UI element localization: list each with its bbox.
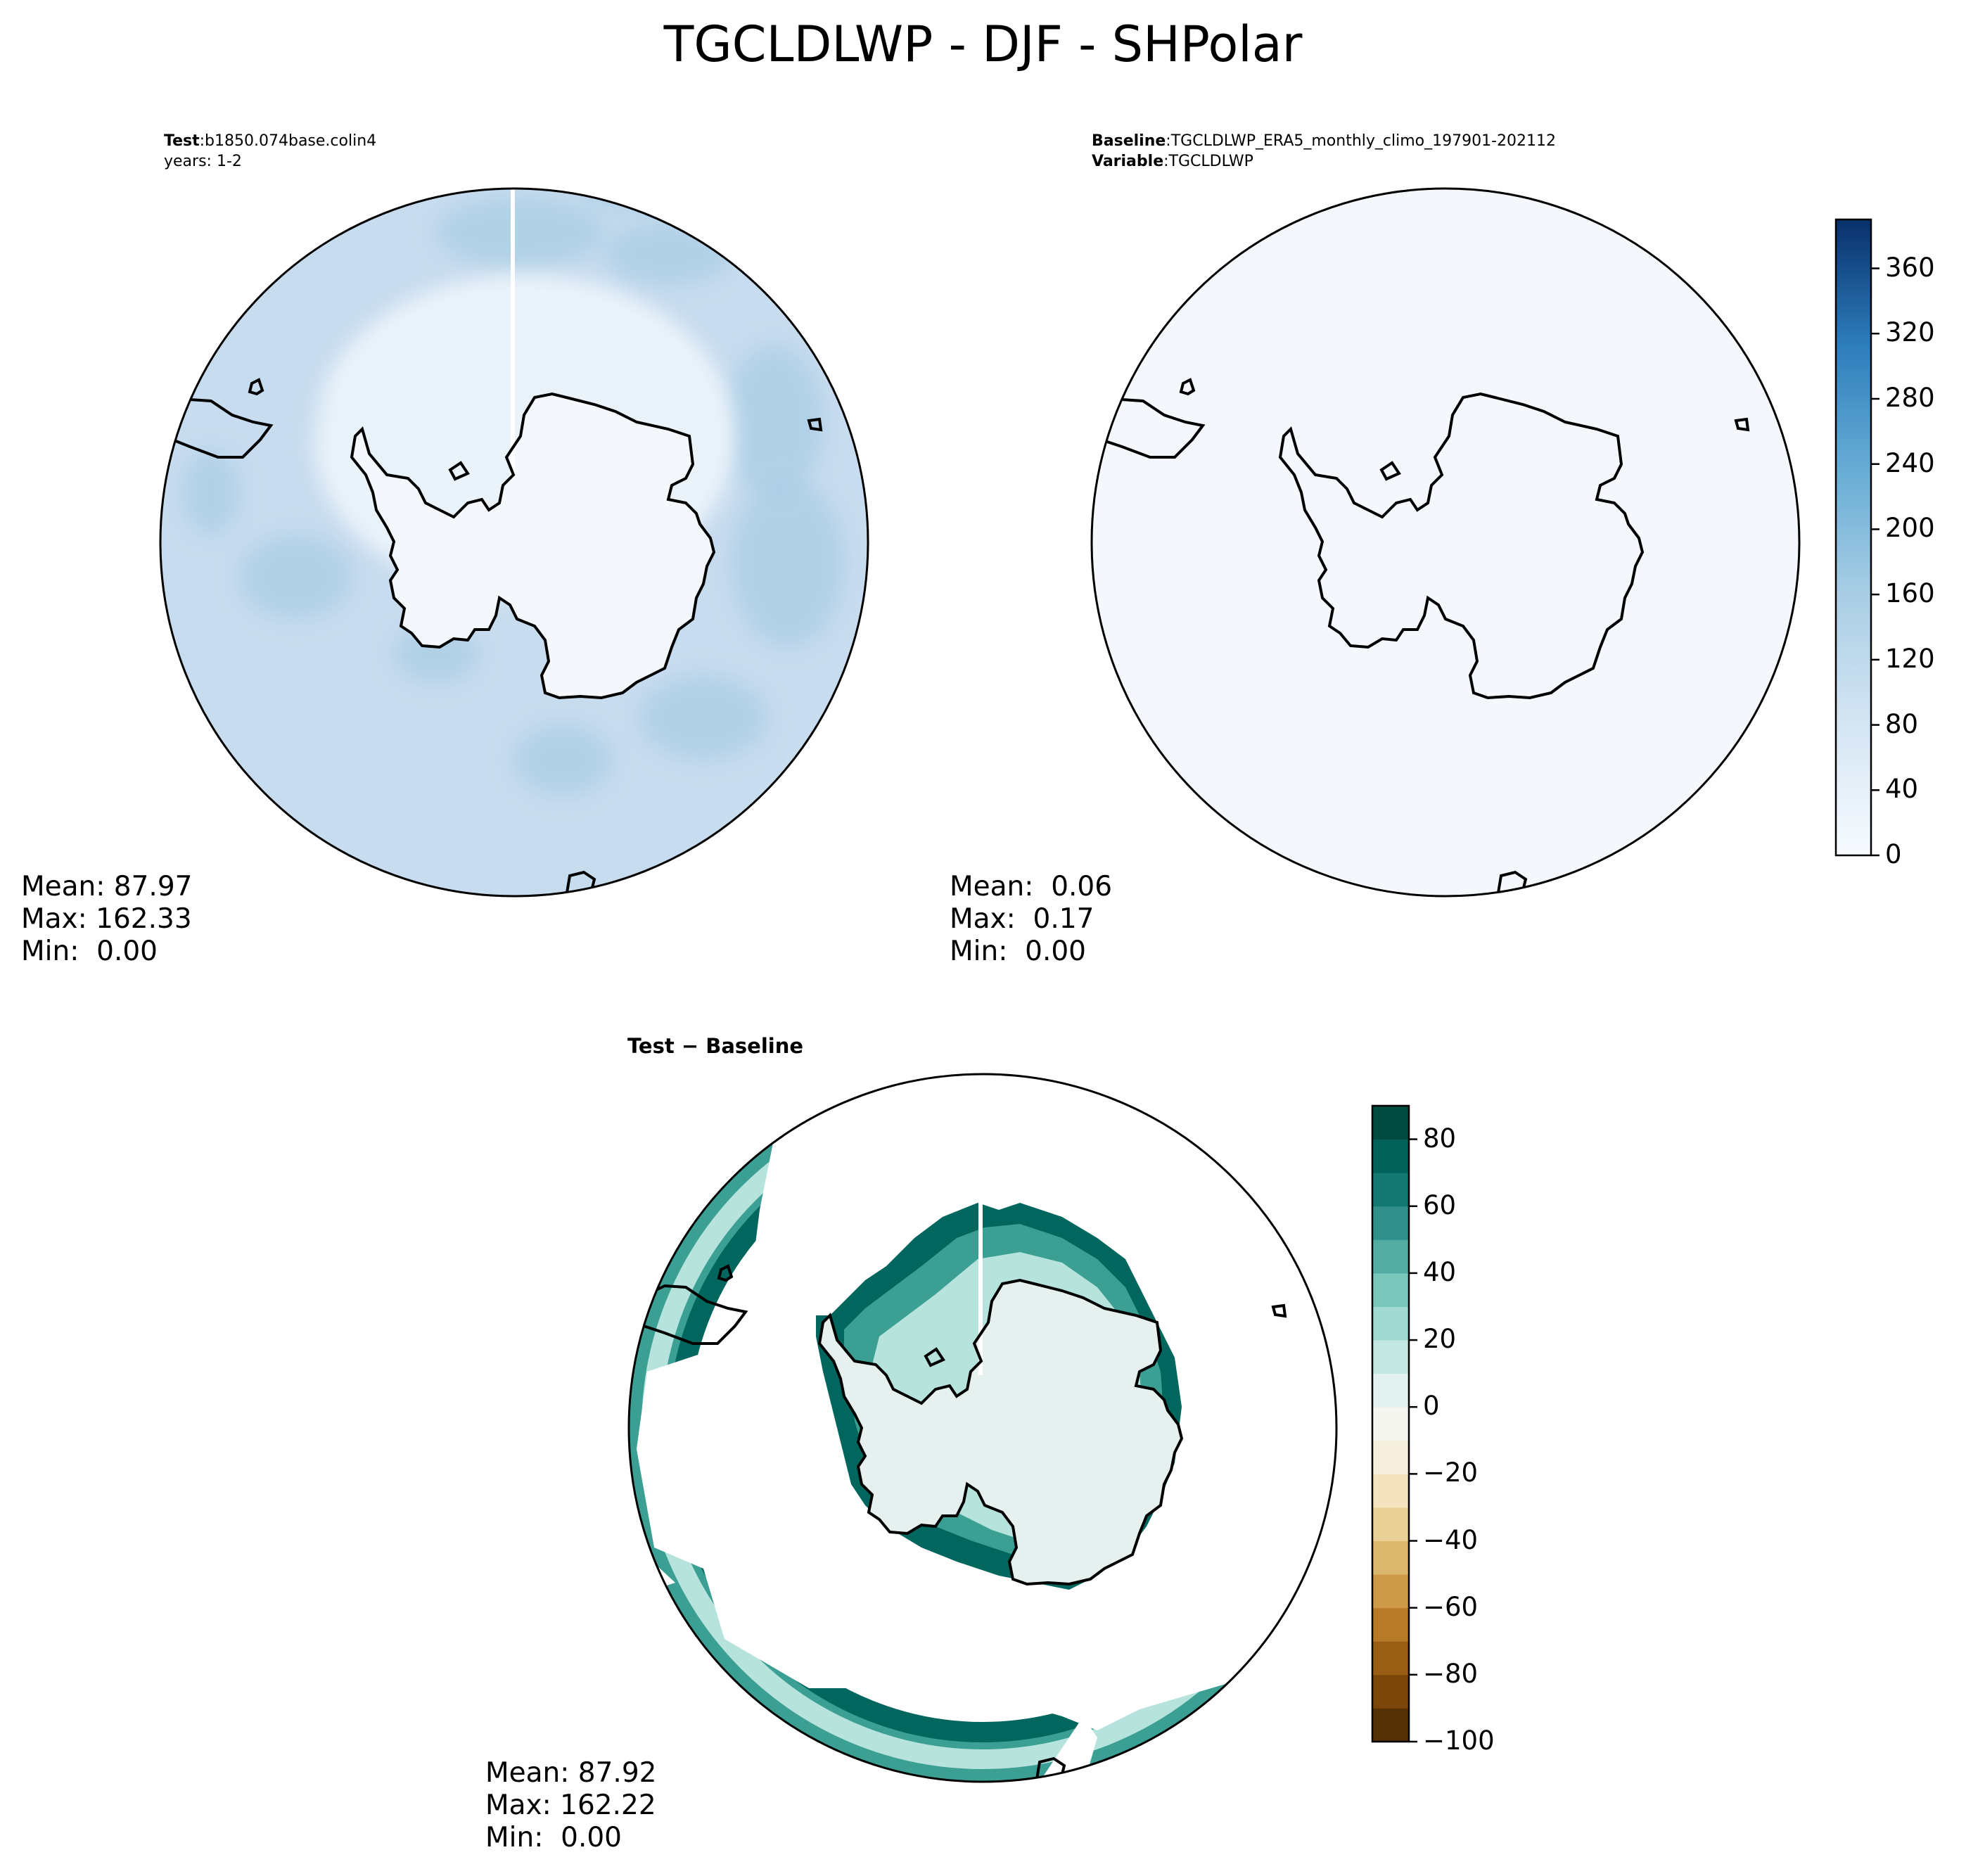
brbg-colorbar-frame: [1371, 1104, 1410, 1743]
test-field-patch: [732, 478, 844, 647]
test-years: years: 1-2: [164, 153, 242, 170]
baseline-map: [1090, 187, 1801, 898]
test-map: [159, 187, 869, 898]
brbg-colorbar-level: [1372, 1574, 1409, 1609]
baseline-variable-value: TGCLDLWP: [1168, 153, 1253, 170]
test-field-patch: [605, 222, 732, 285]
figure-title: TGCLDLWP - DJF - SHPolar: [663, 15, 1303, 73]
baseline-stat-mean: Mean: 0.06: [950, 871, 1113, 902]
blues-colorbar: [1834, 218, 1879, 857]
brbg-colorbar-level: [1372, 1540, 1409, 1575]
brbg-colorbar-tick-label: 0: [1423, 1391, 1440, 1422]
blues-colorbar-ticks: [1871, 267, 1879, 857]
brbg-colorbar-ticks: [1409, 1138, 1417, 1743]
brbg-colorbar: [1371, 1104, 1417, 1743]
brbg-colorbar-tick-label: 20: [1423, 1324, 1457, 1355]
difference-stat-min: Min: 0.00: [485, 1822, 622, 1853]
brbg-colorbar-level: [1372, 1641, 1409, 1676]
test-stat-min: Min: 0.00: [21, 936, 158, 967]
brbg-colorbar-tick-label: 60: [1423, 1189, 1457, 1220]
difference-missing-strip: [978, 1074, 983, 1375]
brbg-colorbar-level: [1372, 1306, 1409, 1341]
brbg-colorbar-levels: [1372, 1106, 1409, 1742]
blues-colorbar-tick-label: 40: [1885, 774, 1919, 805]
brbg-colorbar-level: [1372, 1239, 1409, 1274]
brbg-colorbar-level: [1372, 1674, 1409, 1709]
test-field-patch: [183, 450, 239, 535]
brbg-colorbar-tick-label: −100: [1423, 1725, 1495, 1756]
blues-colorbar-tick-label: 240: [1885, 447, 1935, 478]
test-field-patch: [239, 535, 352, 619]
test-field-patch: [640, 675, 767, 760]
baseline-stat-max: Max: 0.17: [950, 903, 1094, 935]
brbg-colorbar-tick-label: 40: [1423, 1256, 1457, 1287]
test-field-patch: [513, 725, 612, 795]
test-stat-max: Max: 162.33: [21, 903, 192, 935]
baseline-panel-subtitle: Baseline:TGCLDLWP_ERA5_monthly_climo_197…: [1092, 131, 1556, 172]
difference-panel-title: Test − Baseline: [627, 1034, 804, 1058]
test-missing-strip: [511, 189, 515, 478]
brbg-colorbar-level: [1372, 1106, 1409, 1140]
test-field-patch: [436, 197, 605, 267]
baseline-map-frame: [1090, 187, 1801, 898]
blues-colorbar-tick-label: 280: [1885, 382, 1935, 413]
baseline-label-sep: :: [1166, 132, 1171, 150]
brbg-colorbar-level: [1372, 1474, 1409, 1508]
baseline-map-background: [1092, 189, 1799, 896]
test-stats: Mean: 87.97 Max: 162.33 Min: 0.00: [21, 871, 192, 968]
test-map-frame: [159, 187, 869, 898]
blues-colorbar-body: [1834, 218, 1872, 857]
baseline-label-key: Baseline: [1092, 132, 1166, 150]
brbg-colorbar-level: [1372, 1340, 1409, 1374]
brbg-colorbar-level: [1372, 1507, 1409, 1542]
difference-stat-mean: Mean: 87.92: [485, 1757, 657, 1789]
difference-stats: Mean: 87.92 Max: 162.22 Min: 0.00: [485, 1757, 656, 1854]
brbg-colorbar-level: [1372, 1607, 1409, 1642]
baseline-stat-min: Min: 0.00: [950, 936, 1086, 967]
blues-colorbar-tick-label: 360: [1885, 252, 1935, 283]
brbg-colorbar-level: [1372, 1173, 1409, 1207]
difference-stat-max: Max: 162.22: [485, 1789, 656, 1821]
difference-map-frame: [627, 1073, 1338, 1783]
baseline-variable-sep: :: [1163, 153, 1169, 170]
difference-map-field: [629, 1074, 1336, 1782]
brbg-colorbar-tick-label: −80: [1423, 1658, 1479, 1689]
test-stat-mean: Mean: 87.97: [21, 871, 193, 902]
blues-colorbar-tick-label: 80: [1885, 708, 1919, 739]
blues-colorbar-tick-label: 0: [1885, 839, 1902, 869]
difference-map: [627, 1073, 1338, 1783]
test-label-sep: :: [199, 132, 205, 150]
test-field-patch: [725, 345, 823, 499]
test-map-field: [168, 189, 844, 896]
blues-colorbar-tick-label: 120: [1885, 643, 1935, 674]
brbg-colorbar-tick-label: −60: [1423, 1591, 1479, 1622]
brbg-colorbar-level: [1372, 1373, 1409, 1408]
brbg-colorbar-level: [1372, 1206, 1409, 1240]
brbg-colorbar-level: [1372, 1272, 1409, 1307]
blues-colorbar-tick-label: 320: [1885, 317, 1935, 348]
baseline-label-value: TGCLDLWP_ERA5_monthly_climo_197901-20211…: [1170, 132, 1557, 150]
test-field-patch: [577, 189, 689, 211]
brbg-colorbar-level: [1372, 1440, 1409, 1474]
test-label-key: Test: [164, 132, 200, 150]
brbg-colorbar-tick-label: 80: [1423, 1123, 1457, 1154]
baseline-stats: Mean: 0.06 Max: 0.17 Min: 0.00: [950, 871, 1112, 968]
blues-colorbar-tick-label: 200: [1885, 513, 1935, 544]
brbg-colorbar-level: [1372, 1407, 1409, 1441]
brbg-colorbar-level: [1372, 1708, 1409, 1742]
test-label-value: b1850.074base.colin4: [205, 132, 377, 150]
brbg-colorbar-level: [1372, 1139, 1409, 1173]
baseline-variable-key: Variable: [1092, 153, 1164, 170]
blues-colorbar-tick-label: 160: [1885, 578, 1935, 609]
brbg-colorbar-tick-label: −20: [1423, 1457, 1479, 1488]
brbg-colorbar-tick-label: −40: [1423, 1524, 1479, 1555]
test-panel-subtitle: Test:b1850.074base.colin4 years: 1-2: [164, 131, 376, 172]
